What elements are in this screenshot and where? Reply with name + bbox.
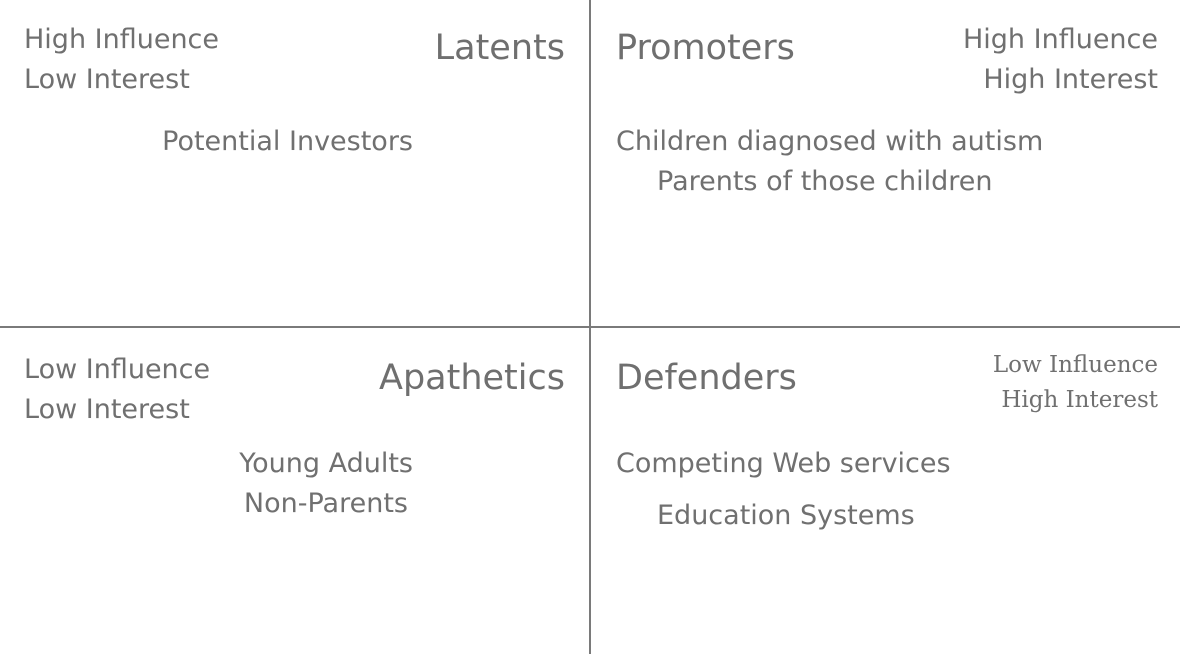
influence-label: Low Influence: [992, 352, 1158, 378]
stakeholder-item: Potential Investors: [162, 126, 413, 157]
quadrant-title: Apathetics: [379, 358, 565, 398]
quadrant-title: Latents: [434, 28, 565, 68]
horizontal-axis-line: [0, 326, 1180, 328]
interest-label: High Interest: [983, 64, 1158, 95]
influence-label: High Influence: [962, 24, 1158, 55]
quadrant-defenders: Defenders Low Influence High Interest Co…: [591, 328, 1180, 655]
quadrant-description: High Influence High Interest: [963, 20, 1158, 100]
quadrant-promoters: Promoters High Influence High Interest C…: [591, 0, 1180, 327]
stakeholder-item: Non-Parents: [243, 488, 408, 519]
quadrant-title: Promoters: [616, 28, 795, 68]
stakeholder-item: Competing Web services: [616, 448, 951, 479]
quadrant-title: Defenders: [616, 358, 797, 398]
stakeholder-item: Education Systems: [657, 500, 915, 531]
quadrant-description: High Influence Low Interest: [24, 20, 219, 100]
quadrant-latents: High Influence Low Interest Latents Pote…: [0, 0, 590, 327]
stakeholder-item: Parents of those children: [657, 166, 993, 197]
stakeholder-item: Young Adults: [239, 448, 413, 479]
interest-label: High Interest: [1001, 387, 1158, 413]
interest-label: Low Interest: [24, 394, 190, 425]
influence-label: Low Influence: [24, 354, 211, 385]
quadrant-description: Low Influence Low Interest: [24, 350, 210, 430]
influence-label: High Influence: [24, 24, 220, 55]
stakeholder-item: Children diagnosed with autism: [616, 126, 1044, 157]
quadrant-description: Low Influence High Interest: [993, 348, 1158, 418]
quadrant-apathetics: Low Influence Low Interest Apathetics Yo…: [0, 328, 590, 655]
interest-label: Low Interest: [24, 64, 190, 95]
